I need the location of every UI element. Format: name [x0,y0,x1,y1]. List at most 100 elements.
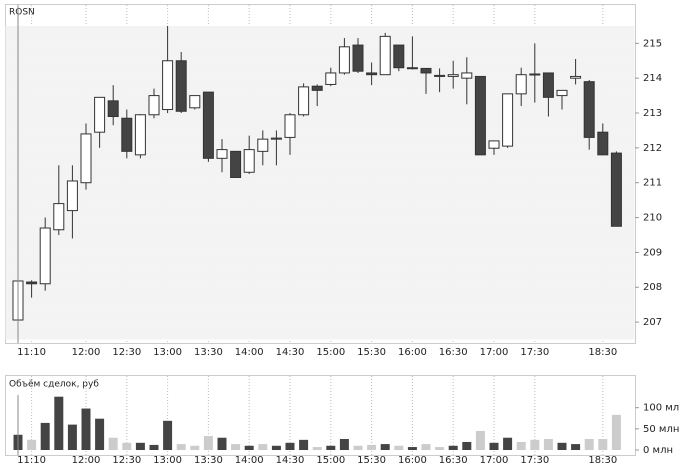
volume-bar [380,444,390,450]
volume-bar [149,444,159,450]
y-tick-label: 0 млн [643,445,673,456]
grid-band [5,25,635,44]
volume-bar [217,437,227,450]
candle-body [406,67,418,70]
y-tick-label: 213 [643,108,662,119]
y-tick-label: 50 млн [643,424,679,435]
y-tick-label: 212 [643,143,662,154]
grid-band [5,287,635,305]
volume-bar [27,439,37,450]
candle-body [270,137,282,140]
candle-body [216,149,228,159]
candle-body [515,74,527,95]
candle-body [175,60,187,112]
volume-bar [190,445,200,450]
candle-body [189,95,201,109]
volume-bar [584,439,594,450]
candle-body [284,114,296,138]
candle-body [80,133,92,184]
y-tick-label: 209 [643,247,662,258]
grid-band [5,217,635,235]
grid-band [5,200,635,218]
volume-bar [95,418,105,450]
candle-body [311,85,323,91]
volume-bar [503,437,513,450]
volume-bar [611,414,621,450]
volume-bar [516,441,526,450]
candle-body [542,72,554,98]
volume-bar [557,442,567,450]
x-tick-label: 14:30 [276,455,305,466]
grid-band [5,60,635,79]
candle-body [366,72,378,76]
candle-body [39,227,51,285]
chart-title: Объём сделок, руб [9,380,99,390]
volume-bar [40,422,50,450]
chart-title: ROSN [9,8,35,18]
candle-body [461,72,473,79]
candle-body [474,75,486,156]
volume-bar [312,447,322,450]
volume-bar [598,439,608,450]
candle-body [107,100,119,118]
volume-bar [530,439,540,450]
y-tick-label: 208 [643,282,662,293]
volume-bar [353,445,363,450]
candle-body [529,73,541,76]
volume-bar [448,445,458,450]
volume-bar [339,439,349,450]
volume-bar [81,408,91,450]
grid-band [5,182,635,201]
volume-bar [543,439,553,450]
x-tick-label: 13:30 [194,347,223,358]
candle-body [202,91,214,159]
candle-body [94,96,106,133]
grid-band [5,252,635,270]
volume-bar [258,444,268,450]
x-tick-label: 16:00 [398,347,427,358]
volume-bar [407,447,417,450]
candle-body [447,74,459,77]
candle-body [488,140,500,149]
candle-body [379,35,391,76]
candle-body [583,81,595,138]
x-tick-label: 16:30 [439,347,468,358]
candle-body [325,72,337,85]
grid-band [5,304,635,323]
x-tick-label: 12:30 [112,455,141,466]
candle-body [434,74,446,77]
x-tick-label: 15:30 [357,347,386,358]
x-tick-label: 12:30 [112,347,141,358]
candle-body [502,93,514,147]
candle-body [597,131,609,156]
x-tick-label: 14:00 [235,347,264,358]
candle-body [53,203,65,231]
grid-band [5,234,635,253]
volume-bar [176,444,186,450]
volume-bar [435,447,445,450]
volume-bar [122,442,132,450]
volume-bar [421,444,431,450]
volume-bar [271,445,281,450]
x-tick-label: 13:00 [153,347,182,358]
candle-body [230,150,242,178]
candle-body [148,95,160,116]
volume-bar [326,445,336,450]
candle-body [134,114,146,156]
grid-band [5,43,635,61]
volume-bar [67,424,77,450]
x-tick-label: 15:00 [316,455,345,466]
candle-body [66,180,78,212]
volume-bar [367,444,377,450]
candle-body [162,60,174,111]
y-tick-label: 214 [643,73,662,84]
y-tick-label: 207 [643,317,662,328]
volume-bar [462,441,472,450]
candle-body [338,46,350,74]
volume-bar [571,444,581,450]
volume-bar [244,445,254,450]
x-tick-label: 18:30 [588,347,617,358]
y-tick-label: 211 [643,178,662,189]
grid-band [5,322,635,340]
volume-bar [231,444,241,450]
